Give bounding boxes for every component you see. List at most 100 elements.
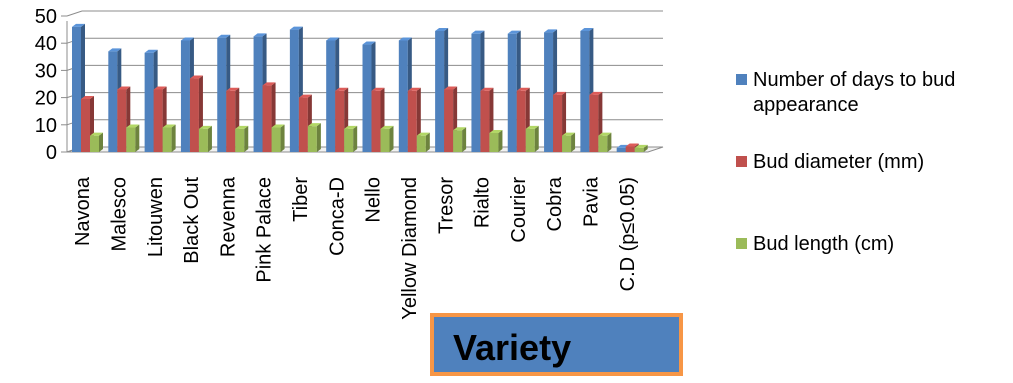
legend-label-days: Number of days to bud appearance: [753, 69, 956, 116]
bar-front: [235, 128, 245, 152]
bar-side: [207, 125, 212, 152]
bar-front: [407, 90, 417, 152]
bar-top: [480, 87, 494, 91]
bar-top: [398, 37, 412, 41]
bar: [380, 125, 394, 152]
bar-top: [180, 37, 194, 41]
legend-item-diameter: Bud diameter (mm): [736, 150, 924, 175]
gridline: [66, 37, 663, 44]
bar-top: [562, 132, 576, 136]
bar: [271, 124, 285, 152]
gridline: [66, 10, 663, 17]
bar-top: [516, 87, 530, 91]
legend-swatch-length: [736, 238, 747, 249]
bar-front: [435, 30, 445, 152]
bar-top: [525, 125, 539, 129]
x-tick-label: Black Out: [181, 177, 203, 264]
bar: [598, 132, 612, 152]
bar-top: [634, 144, 648, 148]
x-tick-label: Rialto: [472, 177, 494, 228]
bar-top: [598, 132, 612, 136]
bar-front: [544, 32, 554, 152]
legend-swatch-diameter: [736, 156, 747, 167]
y-tick-label: 30: [35, 60, 57, 82]
bar-front: [553, 94, 563, 152]
bar-top: [298, 94, 312, 98]
bar-top: [589, 91, 603, 95]
legend-item-days: Number of days to bud appearance: [736, 68, 1003, 118]
legend-label-length: Bud length (cm): [753, 233, 895, 255]
bar: [562, 132, 576, 152]
bar-side: [280, 124, 285, 152]
bar-top: [81, 95, 94, 99]
bar-front: [562, 135, 572, 152]
bar-top: [580, 27, 594, 31]
bar-top: [435, 27, 449, 31]
bar-front: [380, 128, 390, 152]
bar-top: [380, 125, 394, 129]
y-tick-label: 50: [35, 6, 57, 28]
bar-top: [326, 37, 340, 41]
bar-top: [198, 125, 212, 129]
legend-item-length: Bud length (cm): [736, 232, 894, 257]
bar-front: [516, 90, 526, 152]
bar-front: [326, 40, 336, 153]
bar-side: [571, 132, 576, 152]
bar-front: [471, 33, 481, 152]
bar-top: [625, 143, 639, 147]
x-tick-label: Cobra: [544, 176, 566, 231]
bar-top: [416, 132, 430, 136]
x-axis-title-box: [430, 313, 683, 376]
bar-front: [525, 128, 535, 152]
bar-front: [90, 135, 99, 152]
x-axis-ticks: Navona Malesco Litouwen Black Out Revenna Pin…: [72, 176, 639, 320]
bar-front: [153, 89, 163, 152]
x-tick-label: Pavia: [581, 176, 603, 227]
bar-side: [498, 129, 503, 152]
x-tick-label: C.D (p≤0.05): [617, 177, 639, 291]
bar-front: [634, 147, 644, 152]
bar-top: [144, 49, 158, 53]
bar-top: [553, 91, 567, 95]
bar: [634, 144, 648, 152]
bar-front: [616, 147, 626, 152]
bar-top: [289, 26, 303, 30]
bar: [344, 125, 358, 152]
bar-top: [162, 124, 176, 128]
bar: [489, 129, 503, 152]
bar-front: [362, 44, 372, 153]
bar-front: [253, 36, 263, 152]
bar-front: [598, 135, 608, 152]
bar-front: [117, 89, 127, 152]
bar: [162, 124, 176, 152]
bar-side: [643, 144, 648, 152]
x-tick-label: Courier: [508, 177, 530, 243]
bar-top: [117, 86, 131, 90]
bar-top: [126, 124, 140, 128]
bar: [416, 132, 430, 152]
bar-front: [371, 90, 381, 152]
bar-top: [335, 87, 349, 91]
y-tick-label: 20: [35, 88, 57, 110]
x-tick-label: Tiber: [290, 177, 312, 222]
bar-front: [189, 78, 199, 152]
bar: [453, 127, 467, 152]
bar-top: [444, 86, 458, 90]
bar-front: [226, 90, 236, 152]
bar-front: [198, 128, 208, 152]
bar: [525, 125, 539, 152]
bar-front: [217, 37, 227, 153]
bar-front: [108, 51, 118, 152]
bar-side: [353, 125, 358, 152]
bar-side: [316, 123, 321, 152]
bar-side: [135, 124, 140, 152]
x-tick-label: Yellow Diamond: [399, 177, 421, 320]
bar-front: [507, 33, 517, 152]
bar-front: [416, 135, 426, 152]
bar-side: [607, 132, 612, 152]
bar-top: [217, 34, 231, 38]
bar-side: [244, 125, 249, 152]
x-tick-label: Tresor: [435, 177, 457, 234]
bar-front: [298, 97, 308, 152]
